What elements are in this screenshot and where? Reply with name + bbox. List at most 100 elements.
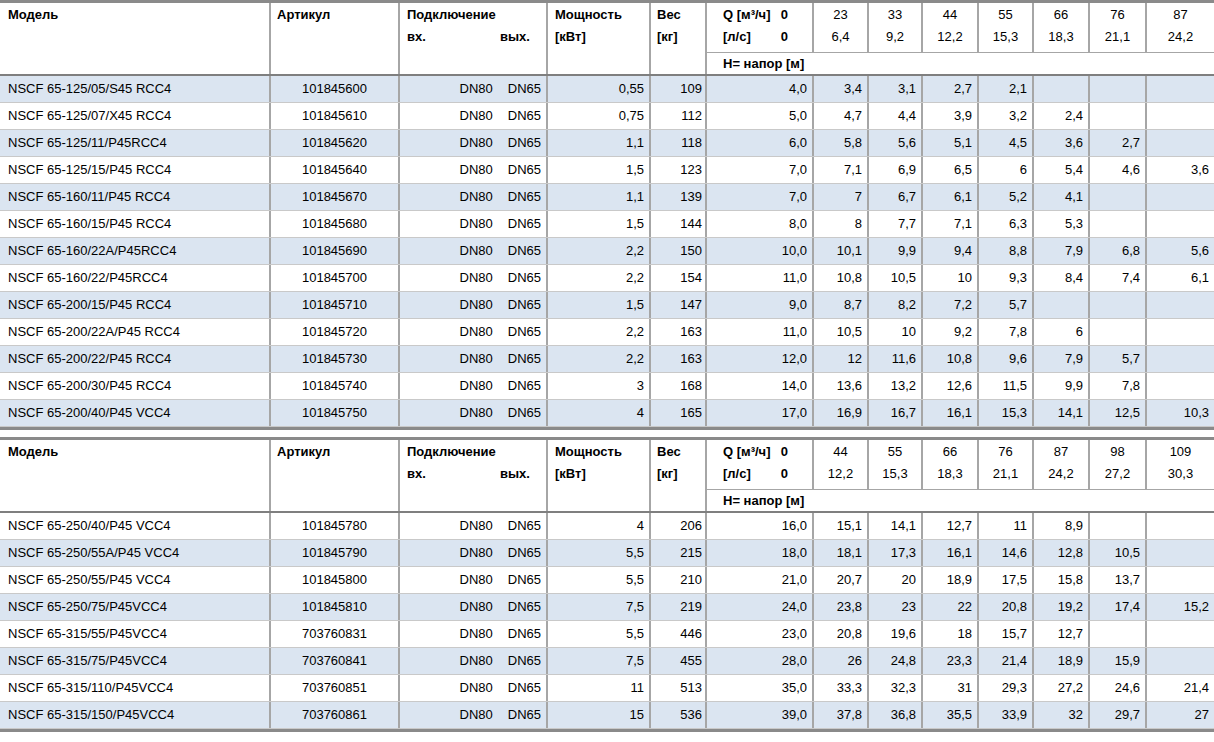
inlet-size: DN80 [460, 621, 493, 647]
head-value-cell: 18,1 [814, 540, 869, 566]
table-row: NSCF 65-200/40/P45 VCC4101845750DN80DN65… [0, 400, 1214, 427]
article-cell: 101845800 [271, 567, 400, 593]
flow-unit-label-ls: [л/с] [723, 29, 751, 45]
head-value-cell: 16,1 [923, 540, 979, 566]
inlet-size: DN80 [460, 211, 493, 237]
head-value-cell [1090, 621, 1147, 647]
connection-cell: DN80DN65 [400, 319, 548, 345]
outlet-size: DN65 [508, 594, 541, 620]
column-header-power: Мощность [кВт] [548, 440, 651, 511]
model-cell: NSCF 65-125/05/S45 RCC4 [0, 76, 271, 102]
head-value-cell: 4,0 [707, 76, 814, 102]
flow-ls-value: 15,3 [979, 29, 1032, 45]
flow-header-cell: 8724,2 [1147, 3, 1214, 53]
weight-cell: 210 [651, 567, 707, 593]
inlet-sublabel: вх. [407, 466, 500, 482]
connection-cell: DN80DN65 [400, 675, 548, 701]
article-cell: 101845690 [271, 238, 400, 264]
power-cell: 5,5 [548, 567, 651, 593]
head-value-cell [1090, 513, 1147, 539]
column-header-connection: Подключение вх. вых. [400, 440, 548, 511]
head-value-cell: 8,9 [1034, 513, 1090, 539]
connection-cell: DN80DN65 [400, 513, 548, 539]
article-cell: 703760861 [271, 702, 400, 728]
column-header-label: Модель [0, 444, 269, 460]
connection-cell: DN80DN65 [400, 130, 548, 156]
head-value-cell: 15,2 [1147, 594, 1214, 620]
page: { "colors":{ "row_shaded":"#dbe5f1", "gr… [0, 0, 1214, 742]
head-value-cell: 12,7 [1034, 621, 1090, 647]
head-value-cell: 9,9 [1034, 373, 1090, 399]
table-row: NSCF 65-250/55/P45 VCC4101845800DN80DN65… [0, 567, 1214, 594]
head-value-cell: 35,5 [923, 702, 979, 728]
inlet-size: DN80 [460, 319, 493, 345]
table-body: NSCF 65-125/05/S45 RCC4101845600DN80DN65… [0, 76, 1214, 430]
head-value-cell: 12 [814, 346, 869, 372]
flow-ls-value: 21,1 [979, 466, 1032, 482]
head-value-cell: 16,0 [707, 513, 814, 539]
connection-cell: DN80DN65 [400, 157, 548, 183]
inlet-size: DN80 [460, 157, 493, 183]
head-value-cell: 6,0 [707, 130, 814, 156]
flow-header-cell: 236,4 [814, 3, 869, 53]
connection-cell: DN80DN65 [400, 567, 548, 593]
table-row: NSCF 65-250/55A/P45 VCC4101845790DN80DN6… [0, 540, 1214, 567]
outlet-size: DN65 [508, 292, 541, 318]
flow-ls-value: 30,3 [1147, 466, 1214, 482]
head-value-cell: 6,9 [869, 157, 923, 183]
head-value-cell: 15,3 [979, 400, 1034, 426]
head-value-cell: 37,8 [814, 702, 869, 728]
head-value-cell: 20,8 [979, 594, 1034, 620]
power-cell: 3 [548, 373, 651, 399]
head-value-cell: 9,3 [979, 265, 1034, 291]
column-header-label: Подключение [400, 444, 546, 460]
column-header-connection: Подключение вх. вых. [400, 3, 548, 74]
head-value-cell: 7,2 [923, 292, 979, 318]
head-value-cell: 4,5 [979, 130, 1034, 156]
flow-first-value: 0 [781, 7, 788, 23]
article-cell: 101845600 [271, 76, 400, 102]
weight-cell: 168 [651, 373, 707, 399]
table-row: NSCF 65-160/15/P45 RCC4101845680DN80DN65… [0, 211, 1214, 238]
head-row-label: H= напор [м] [707, 53, 1214, 74]
flow-unit-label: Q [м³/ч] [723, 444, 771, 460]
head-value-cell: 20,7 [814, 567, 869, 593]
head-value-cell: 21,4 [979, 648, 1034, 674]
head-value-cell [1147, 540, 1214, 566]
head-value-cell: 3,6 [1034, 130, 1090, 156]
weight-cell: 150 [651, 238, 707, 264]
head-value-cell: 27,2 [1034, 675, 1090, 701]
head-value-cell: 8,8 [979, 238, 1034, 264]
flow-unit-label-ls: [л/с] [723, 466, 751, 482]
flow-header-cell: 4412,2 [814, 440, 869, 490]
column-header-unit: [кг] [651, 29, 705, 45]
table-row: NSCF 65-160/22/P45RCC4101845700DN80DN652… [0, 265, 1214, 292]
flow-header-cell: 6618,3 [1034, 3, 1090, 53]
article-cell: 101845740 [271, 373, 400, 399]
flow-m3h-value: 55 [869, 444, 921, 460]
head-value-cell: 3,2 [979, 103, 1034, 129]
head-value-cell: 11,6 [869, 346, 923, 372]
head-value-cell: 8,7 [814, 292, 869, 318]
head-value-cell: 4,7 [814, 103, 869, 129]
article-cell: 703760831 [271, 621, 400, 647]
flow-header-cell: 7621,1 [979, 440, 1034, 490]
column-header-label: Артикул [271, 444, 398, 460]
head-value-cell [1147, 346, 1214, 372]
head-value-cell: 17,4 [1090, 594, 1147, 620]
outlet-size: DN65 [508, 130, 541, 156]
head-value-cell: 7,4 [1090, 265, 1147, 291]
connection-cell: DN80DN65 [400, 594, 548, 620]
head-value-cell: 10,3 [1147, 400, 1214, 426]
inlet-size: DN80 [460, 400, 493, 426]
flow-header-cell: 5515,3 [979, 3, 1034, 53]
head-value-cell: 12,5 [1090, 400, 1147, 426]
head-value-cell: 8,2 [869, 292, 923, 318]
power-cell: 7,5 [548, 594, 651, 620]
power-cell: 1,1 [548, 184, 651, 210]
connection-cell: DN80DN65 [400, 400, 548, 426]
model-cell: NSCF 65-250/55/P45 VCC4 [0, 567, 271, 593]
inlet-size: DN80 [460, 540, 493, 566]
head-value-cell: 9,0 [707, 292, 814, 318]
connection-cell: DN80DN65 [400, 103, 548, 129]
